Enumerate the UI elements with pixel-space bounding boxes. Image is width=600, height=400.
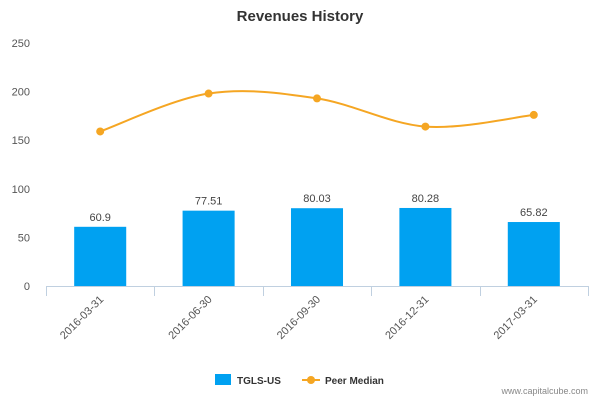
x-tick-label: 2016-06-30 xyxy=(166,294,214,342)
bar-2016-06-30[interactable] xyxy=(182,210,235,286)
x-tick-label: 2016-03-31 xyxy=(58,294,106,342)
credit-text[interactable]: www.capitalcube.com xyxy=(500,386,588,396)
legend-label-peer: Peer Median xyxy=(325,376,384,387)
bar-2017-03-31[interactable] xyxy=(507,222,560,286)
y-tick-label: 250 xyxy=(12,38,30,50)
bar-series xyxy=(74,207,560,286)
bar-data-label: 77.51 xyxy=(195,196,223,208)
bar-data-label: 65.82 xyxy=(520,207,548,219)
bar-2016-03-31[interactable] xyxy=(74,226,127,286)
legend-label-tgls: TGLS-US xyxy=(237,376,281,387)
x-tick-label: 2016-12-31 xyxy=(383,294,431,342)
x-axis-ticks xyxy=(46,286,589,296)
y-tick-label: 200 xyxy=(12,87,30,99)
bar-data-label: 60.9 xyxy=(89,212,110,224)
chart-title: Revenues History xyxy=(237,8,364,25)
bar-2016-12-31[interactable] xyxy=(399,207,452,286)
bar-data-labels: 60.9 77.51 80.03 80.28 65.82 xyxy=(89,193,547,224)
x-axis: 2016-03-31 2016-06-30 2016-09-30 2016-12-31… xyxy=(58,294,540,342)
peer-median-point-2016-03-31[interactable] xyxy=(96,127,105,136)
x-tick-label: 2016-09-30 xyxy=(275,294,323,342)
y-axis: 0 50 100 150 200 250 xyxy=(12,38,30,293)
legend-swatch-tgls xyxy=(215,374,231,385)
bar-data-label: 80.28 xyxy=(412,193,440,205)
bar-2016-09-30[interactable] xyxy=(290,208,344,286)
y-tick-label: 100 xyxy=(12,184,30,196)
peer-median-point-2016-09-30[interactable] xyxy=(313,94,321,103)
y-tick-label: 150 xyxy=(12,135,30,147)
peer-median-point-2016-06-30[interactable] xyxy=(204,89,213,98)
peer-median-point-2016-12-31[interactable] xyxy=(421,122,430,131)
y-tick-label: 50 xyxy=(18,232,30,244)
peer-median-points xyxy=(96,89,538,136)
bar-data-label: 80.03 xyxy=(303,193,331,205)
y-tick-label: 0 xyxy=(24,281,30,293)
peer-median-point-2017-03-31[interactable] xyxy=(529,110,538,119)
legend[interactable]: TGLS-US Peer Median xyxy=(215,374,384,387)
legend-swatch-peer-dot xyxy=(307,376,315,384)
x-tick-label: 2017-03-31 xyxy=(492,294,540,342)
